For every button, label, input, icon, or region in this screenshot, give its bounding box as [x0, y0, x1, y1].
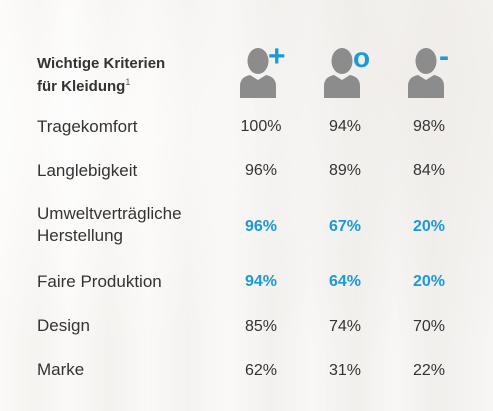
cell-marke-plus: 62% — [244, 362, 278, 379]
cell-tragekomfort-minus: 98% — [412, 118, 446, 135]
plus-sign: + — [268, 40, 286, 73]
row-label-marke: Marke — [37, 360, 85, 379]
cell-faire-minus: 20% — [412, 273, 446, 290]
row-label-design: Design — [37, 316, 90, 335]
cell-tragekomfort-plus: 100% — [240, 118, 282, 135]
cell-design-plus: 85% — [244, 318, 278, 335]
header-line-1: Wichtige Kriterien — [37, 55, 166, 72]
cell-design-minus: 70% — [412, 318, 446, 335]
header-line-2-wrap: für Kleidung1 — [37, 73, 165, 96]
cell-umwelt-minus: 20% — [412, 218, 446, 235]
cell-marke-neutral: 31% — [328, 362, 362, 379]
person-neutral-icon — [324, 48, 360, 98]
cell-design-neutral: 74% — [328, 318, 362, 335]
cell-langlebigkeit-plus: 96% — [244, 162, 278, 179]
neutral-sign: o — [353, 42, 371, 73]
cell-marke-minus: 22% — [412, 362, 446, 379]
row-label-faire-produktion: Faire Produktion — [37, 272, 162, 291]
cell-faire-plus: 94% — [244, 273, 278, 290]
person-plus-icon — [240, 48, 276, 98]
header-line-2: für Kleidung — [37, 78, 126, 95]
row-label-tragekomfort: Tragekomfort — [37, 117, 138, 136]
row-label-langlebigkeit: Langlebigkeit — [37, 161, 138, 180]
cell-faire-neutral: 64% — [328, 273, 362, 290]
row-label-umwelt: Umweltverträgliche Herstellung — [37, 203, 182, 247]
cell-umwelt-plus: 96% — [244, 218, 278, 235]
cell-langlebigkeit-neutral: 89% — [328, 162, 362, 179]
minus-sign: - — [439, 40, 449, 73]
column-header-minus: - — [406, 40, 458, 100]
row-label-umwelt-line1: Umweltverträgliche — [37, 204, 182, 223]
column-header-neutral: o — [322, 42, 374, 100]
cell-langlebigkeit-minus: 84% — [412, 162, 446, 179]
column-header-plus: + — [238, 40, 290, 100]
footnote-marker: 1 — [125, 77, 131, 87]
person-minus-icon — [408, 48, 444, 98]
cell-umwelt-neutral: 67% — [328, 218, 362, 235]
table-header-label: Wichtige Kriterien für Kleidung1 — [37, 54, 165, 96]
cell-tragekomfort-neutral: 94% — [328, 118, 362, 135]
row-label-umwelt-line2: Herstellung — [37, 226, 123, 245]
